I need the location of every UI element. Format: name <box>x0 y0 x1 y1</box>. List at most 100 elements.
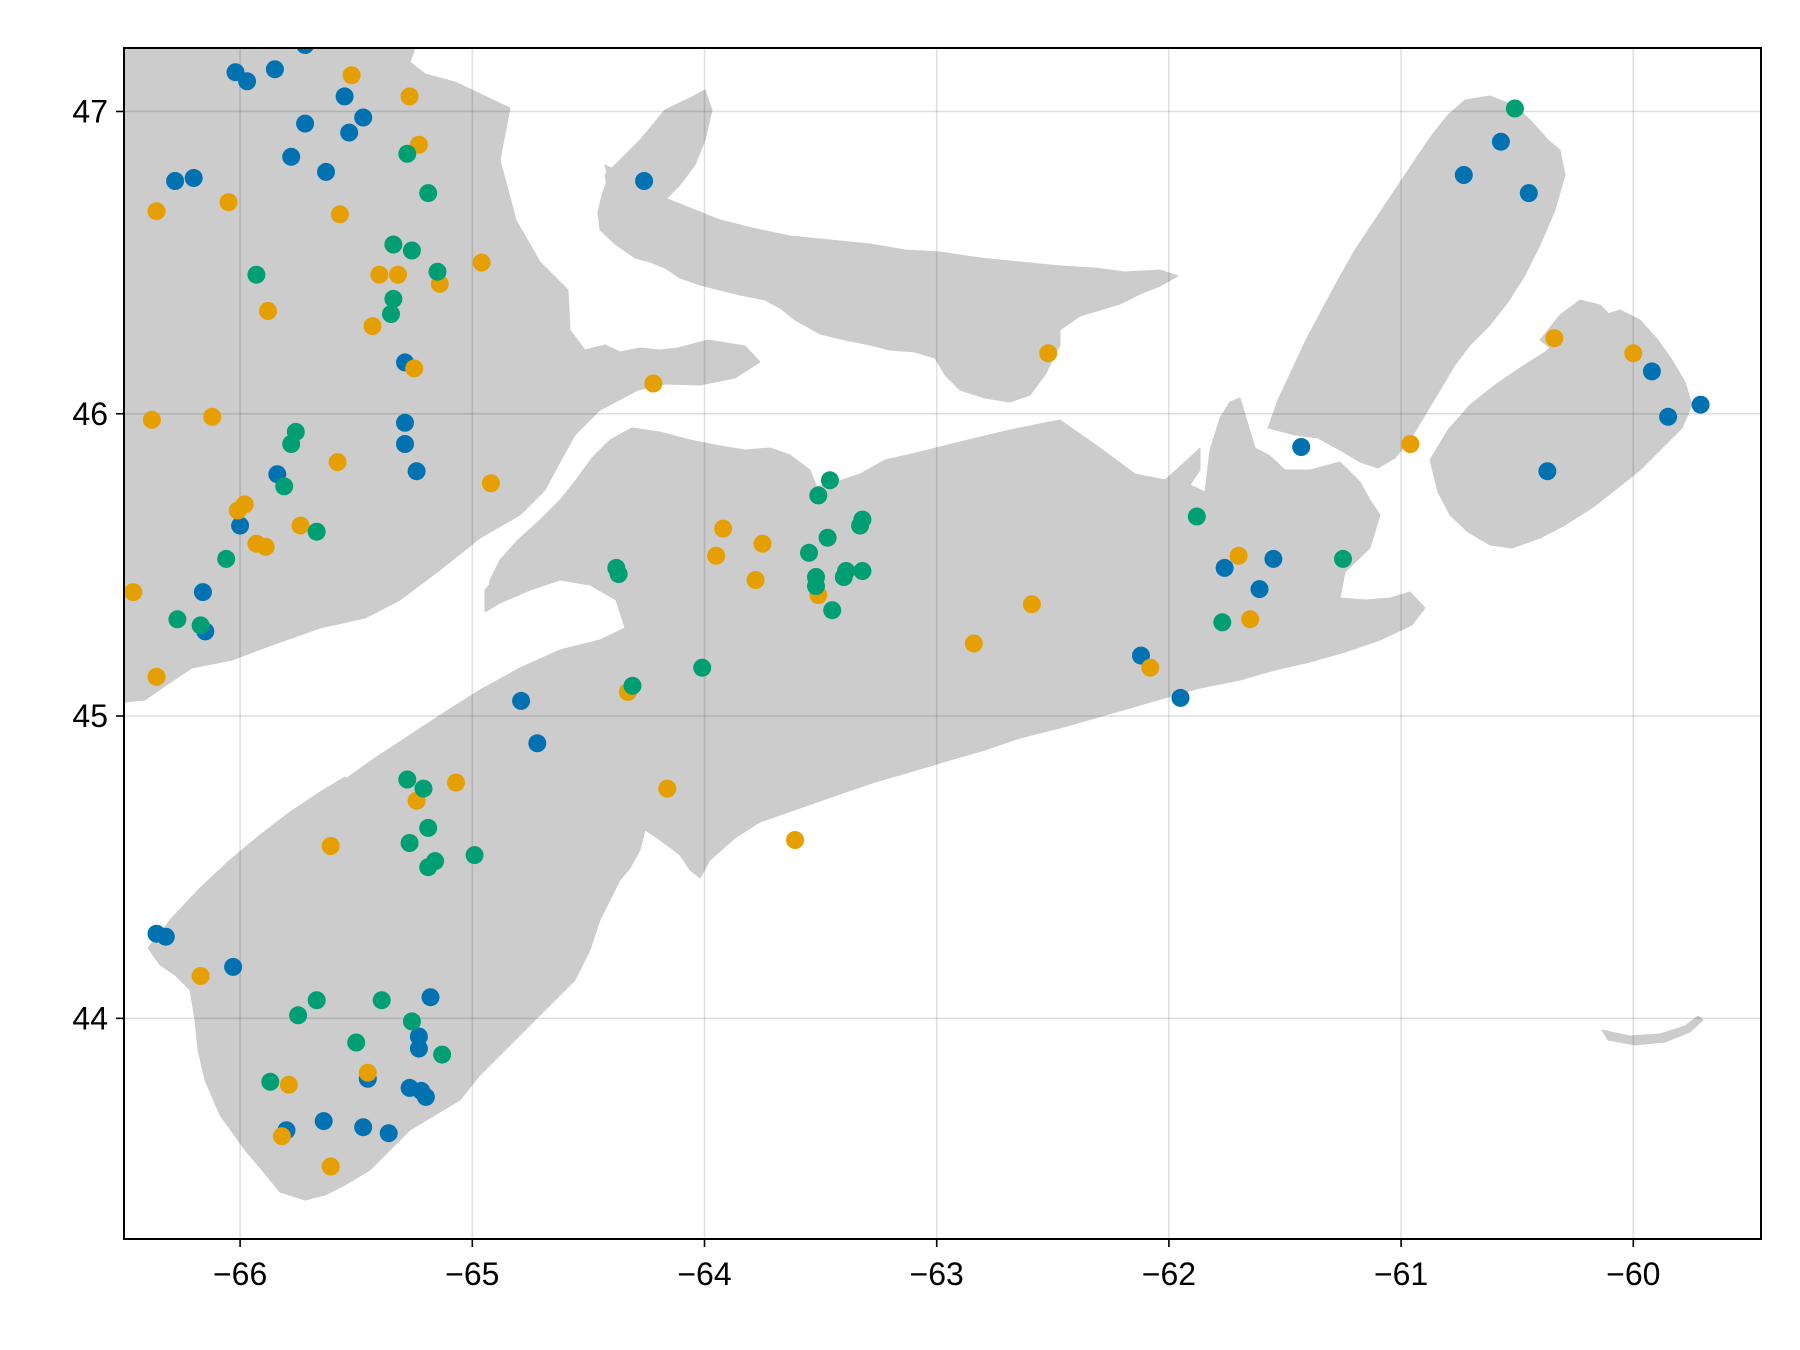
data-point <box>203 407 222 426</box>
data-point <box>296 48 314 54</box>
data-point <box>1292 438 1311 456</box>
data-point <box>1334 549 1352 568</box>
data-point <box>354 108 373 127</box>
data-point <box>335 87 354 106</box>
data-point <box>707 546 726 565</box>
data-point <box>219 193 238 212</box>
x-tick-label: −66 <box>213 1256 267 1292</box>
data-point <box>1250 580 1269 599</box>
data-point <box>851 516 870 535</box>
data-point <box>224 957 243 976</box>
data-point <box>358 1063 377 1082</box>
plot-frame <box>123 47 1762 1240</box>
data-point <box>379 1124 398 1143</box>
data-point <box>142 410 161 429</box>
data-point <box>191 967 210 985</box>
series-2 <box>124 66 1643 1176</box>
x-axis: −66 −65 −64 −63 −62 −61 −60 <box>213 1239 1660 1292</box>
data-point <box>800 543 818 562</box>
data-point <box>321 837 340 855</box>
data-point <box>714 519 733 538</box>
data-point <box>1171 688 1190 707</box>
land-new-brunswick <box>124 48 761 703</box>
data-point <box>1624 344 1643 363</box>
x-tick-label: −63 <box>910 1256 964 1292</box>
land-cape-breton <box>1267 95 1566 469</box>
data-point <box>398 144 417 163</box>
data-point <box>231 516 250 535</box>
data-point <box>405 359 424 378</box>
data-point <box>238 72 257 91</box>
x-tick-label: −62 <box>1142 1256 1196 1292</box>
data-point <box>465 846 484 865</box>
basemap-land <box>124 48 1704 1201</box>
data-point <box>282 147 301 166</box>
data-point <box>528 734 547 753</box>
data-point <box>354 1118 373 1137</box>
data-point <box>609 565 628 583</box>
data-point <box>823 601 842 620</box>
land-pei-west <box>604 89 713 206</box>
data-point <box>279 1075 298 1094</box>
y-tick-label: 46 <box>72 396 108 432</box>
data-point <box>853 562 872 580</box>
data-point <box>402 241 421 260</box>
data-point <box>1545 329 1564 348</box>
data-point <box>384 235 403 254</box>
data-point <box>289 1006 308 1025</box>
data-point <box>272 1127 291 1146</box>
data-point <box>419 184 438 203</box>
data-point <box>1491 132 1510 151</box>
data-point <box>447 773 465 792</box>
data-point <box>265 60 284 79</box>
data-point <box>147 667 166 686</box>
data-point <box>409 1039 428 1058</box>
y-tick-label: 47 <box>72 93 108 129</box>
data-point <box>363 317 382 336</box>
data-point <box>834 568 853 586</box>
y-tick-label: 44 <box>72 1000 108 1036</box>
data-point <box>347 1033 366 1052</box>
data-point <box>623 676 642 695</box>
data-point <box>342 66 361 85</box>
land-cumberland <box>487 427 821 611</box>
data-point <box>433 1045 452 1064</box>
data-point <box>428 262 447 281</box>
data-point <box>512 691 531 710</box>
data-point <box>261 1072 280 1091</box>
data-point <box>644 374 663 393</box>
data-point <box>1505 99 1524 118</box>
data-point <box>635 172 654 190</box>
data-point <box>307 991 326 1010</box>
data-points <box>124 48 1710 1176</box>
data-point <box>184 169 203 187</box>
data-point <box>1241 610 1260 629</box>
grid <box>124 48 1761 1239</box>
data-point <box>384 289 403 308</box>
y-axis: 44 45 46 47 <box>72 93 124 1036</box>
data-point <box>396 435 414 453</box>
data-point <box>1022 595 1041 614</box>
data-point <box>156 927 175 946</box>
data-point <box>481 474 500 493</box>
data-point <box>964 634 983 653</box>
data-point <box>191 616 210 635</box>
data-point <box>414 779 433 798</box>
data-point <box>291 516 310 535</box>
data-point <box>818 528 837 547</box>
data-point <box>419 818 438 837</box>
data-point <box>746 571 765 589</box>
data-point <box>389 265 407 284</box>
data-point <box>168 610 187 629</box>
data-point <box>693 658 712 677</box>
data-point <box>296 114 315 133</box>
data-point <box>421 988 440 1007</box>
x-tick-label: −65 <box>445 1256 499 1292</box>
data-point <box>1642 362 1661 381</box>
y-tick-label: 45 <box>72 698 108 734</box>
data-point <box>472 253 491 272</box>
data-point <box>1691 395 1710 414</box>
data-point <box>807 577 825 596</box>
data-point <box>1538 462 1557 481</box>
